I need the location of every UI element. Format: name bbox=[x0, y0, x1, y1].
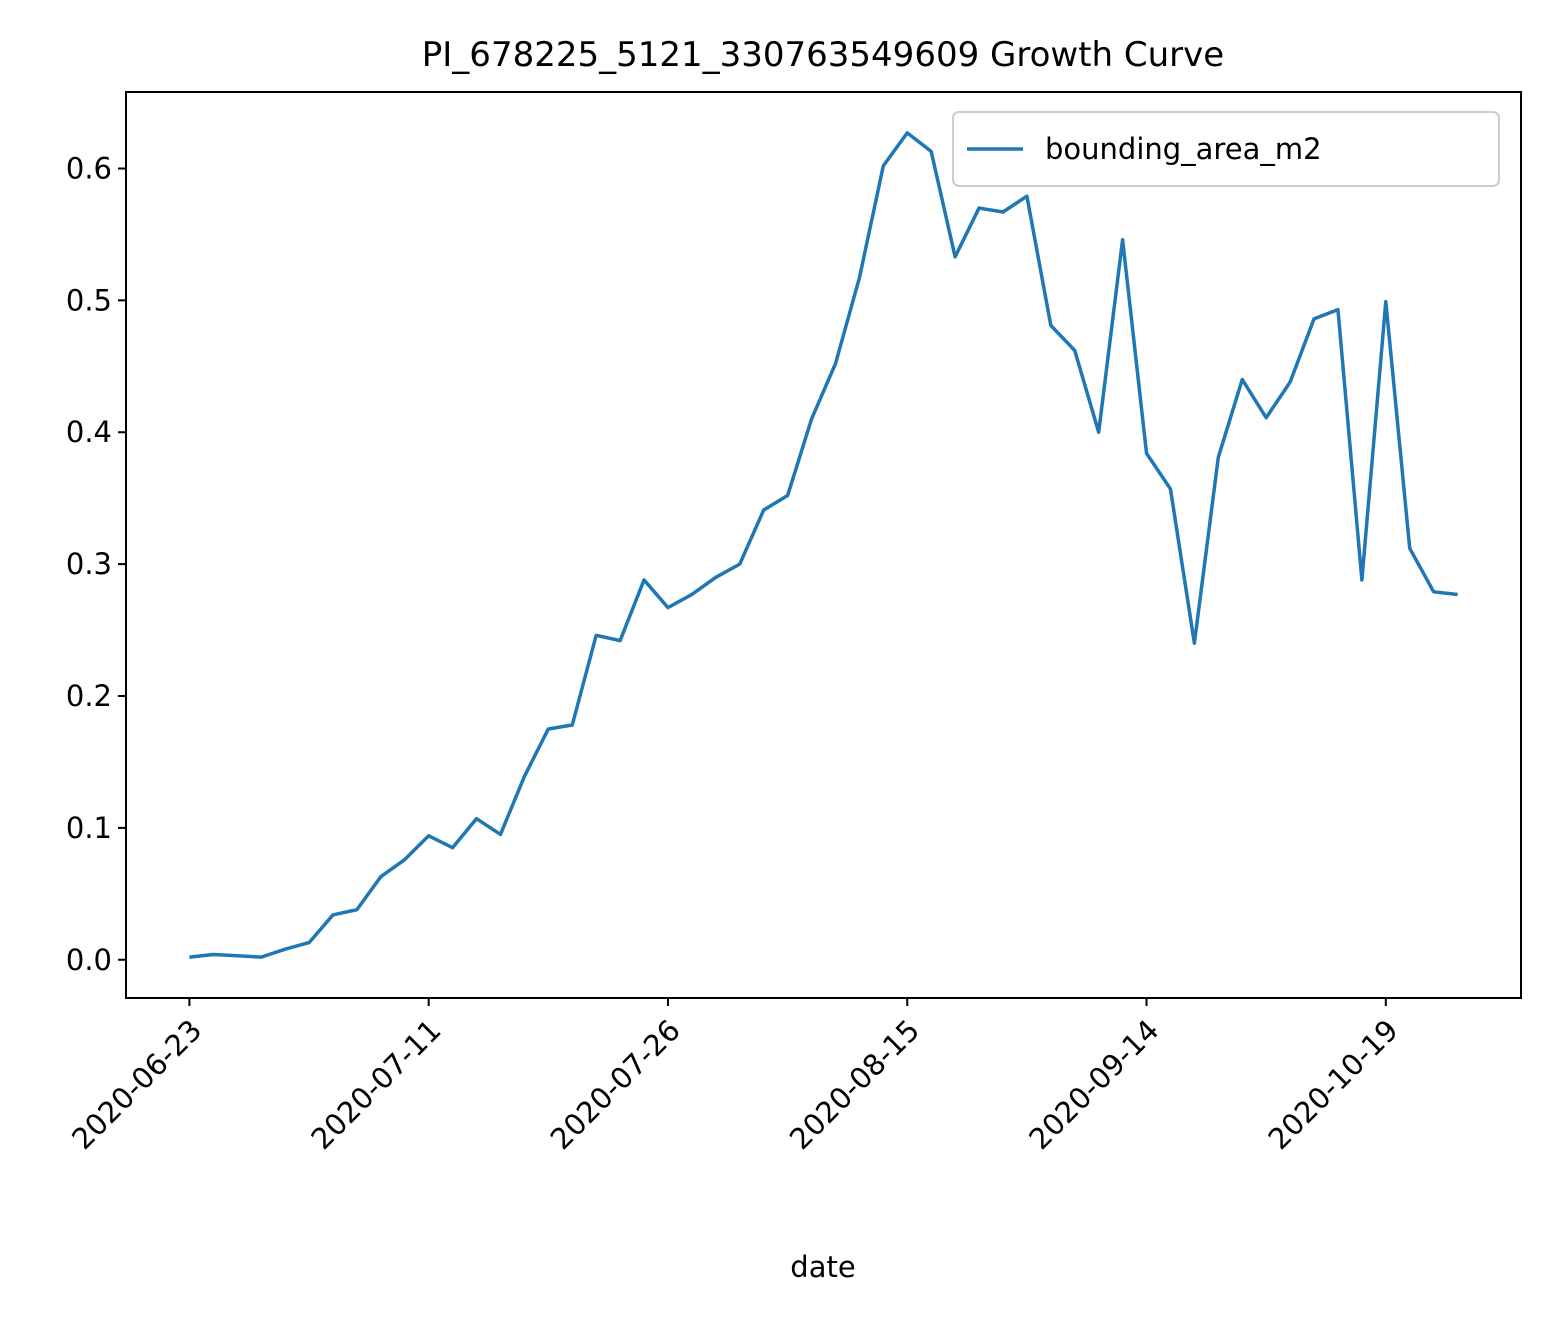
legend-label: bounding_area_m2 bbox=[1045, 132, 1322, 166]
legend: bounding_area_m2 bbox=[952, 111, 1500, 187]
series-line bbox=[189, 131, 1458, 959]
legend-box bbox=[952, 111, 1500, 187]
y-tick-label: 0.6 bbox=[66, 151, 112, 185]
y-tick-label: 0.5 bbox=[66, 283, 112, 317]
y-tick-label: 0.3 bbox=[66, 547, 112, 581]
y-tick-label: 0.4 bbox=[66, 415, 112, 449]
chart-title: PI_678225_5121_330763549609 Growth Curve bbox=[422, 35, 1224, 75]
y-tick-label: 0.0 bbox=[66, 943, 112, 977]
y-tick-label: 0.1 bbox=[66, 811, 112, 845]
plot-frame bbox=[125, 91, 1522, 999]
y-tick-label: 0.2 bbox=[66, 679, 112, 713]
x-axis-label: date bbox=[790, 1250, 855, 1284]
